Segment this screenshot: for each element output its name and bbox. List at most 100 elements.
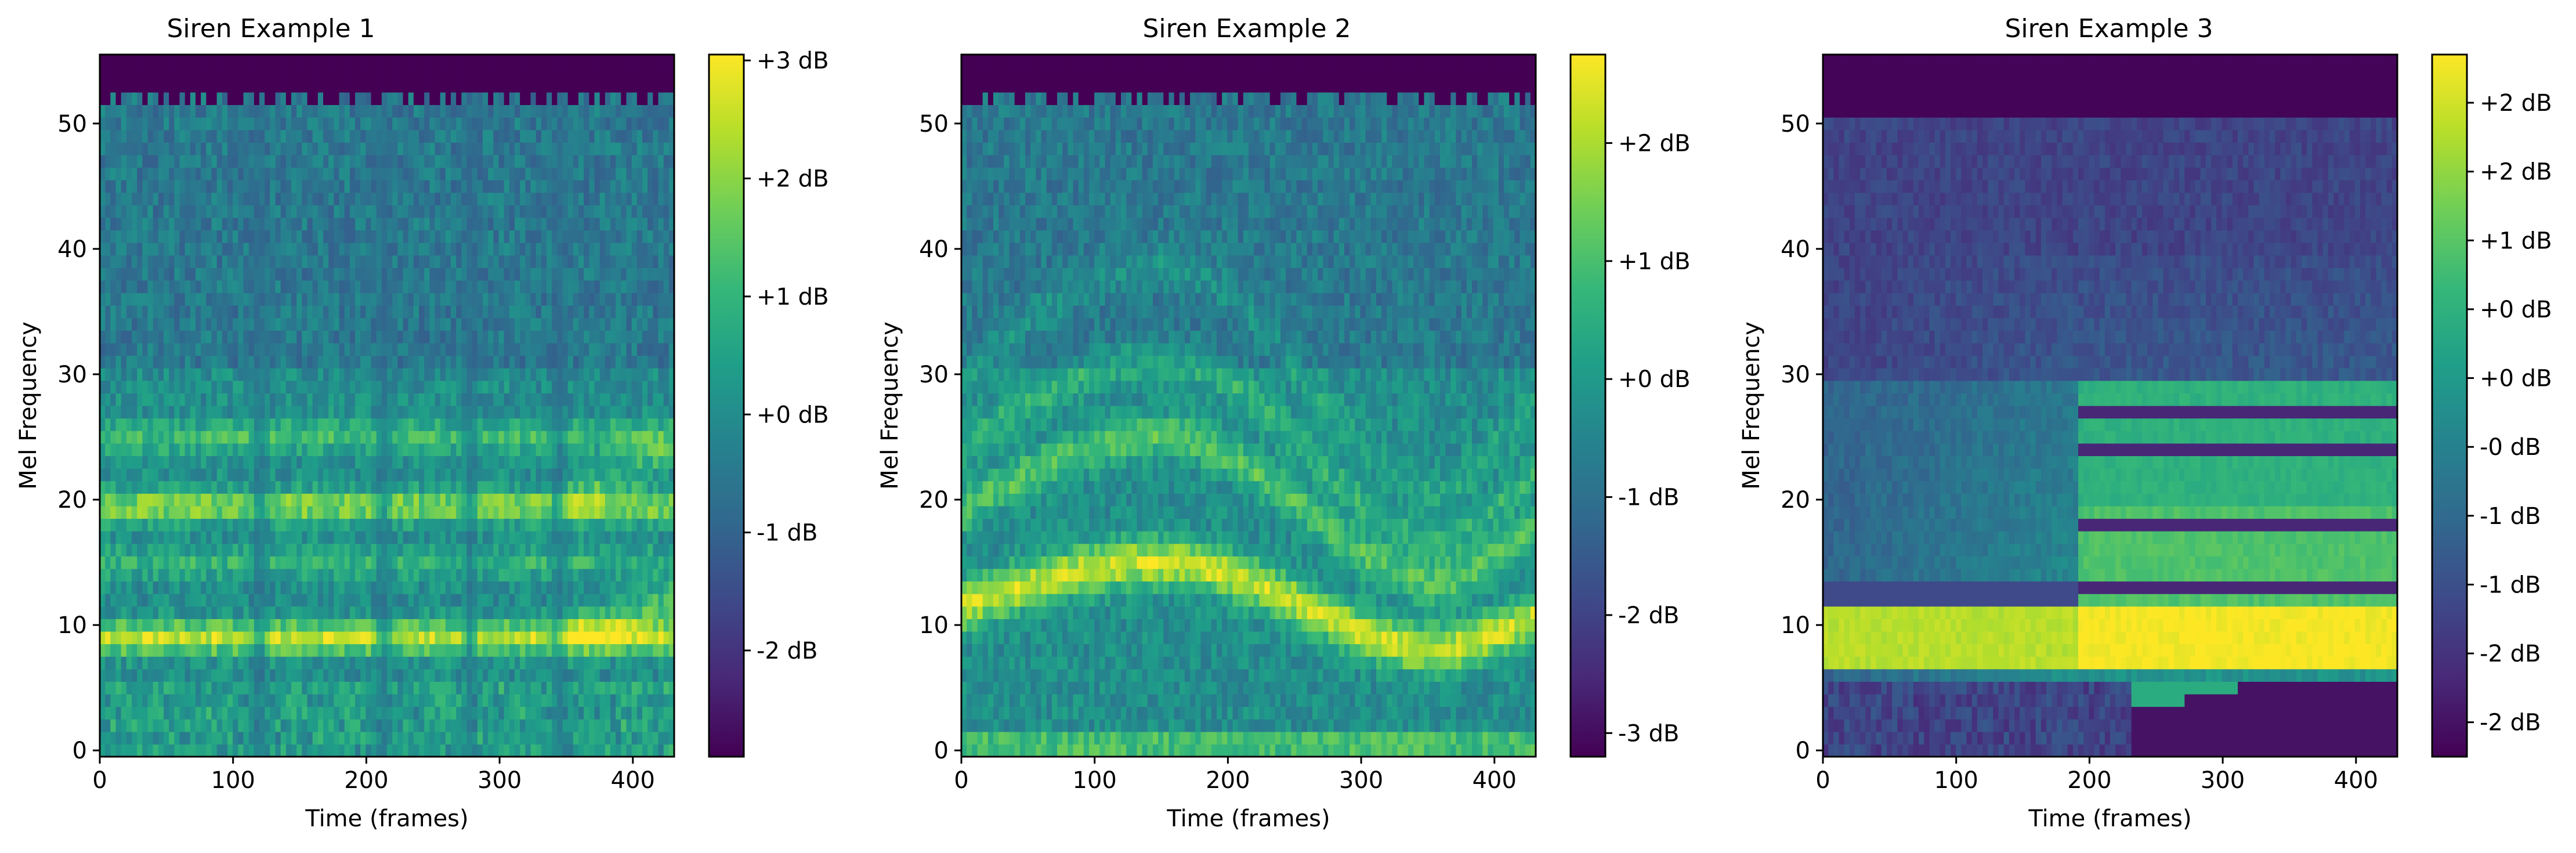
heatmap-cell [233, 681, 238, 695]
heatmap-cell [366, 305, 372, 319]
heatmap-cell [169, 393, 175, 406]
heatmap-cell [621, 355, 627, 368]
heatmap-cell [243, 230, 249, 243]
heatmap-cell [642, 292, 648, 306]
heatmap-cell [115, 418, 122, 431]
heatmap-cell [349, 518, 356, 532]
heatmap-cell [599, 731, 606, 744]
heatmap-cell [126, 243, 132, 256]
heatmap-cell [504, 480, 510, 494]
heatmap-cell [440, 456, 446, 469]
heatmap-cell [110, 292, 117, 306]
heatmap-cell [100, 543, 106, 556]
heatmap-cell [594, 619, 600, 632]
heatmap-cell [584, 668, 589, 682]
heatmap-cell [525, 693, 531, 707]
heatmap-cell [616, 456, 621, 469]
heatmap-cell [477, 443, 483, 457]
heatmap-cell [132, 631, 138, 645]
heatmap-cell [488, 543, 494, 556]
heatmap-cell [636, 631, 643, 645]
heatmap-cell [174, 719, 180, 732]
heatmap-cell [243, 255, 249, 268]
heatmap-cell [451, 681, 457, 695]
heatmap-cell [509, 644, 515, 657]
heatmap-cell [179, 418, 186, 431]
heatmap-cell [254, 205, 260, 218]
heatmap-cell [636, 443, 643, 457]
heatmap-cell [280, 368, 287, 381]
heatmap-cell [668, 280, 675, 294]
heatmap-cell [158, 255, 164, 268]
heatmap-cell [100, 456, 106, 469]
heatmap-cell [658, 305, 664, 319]
heatmap-cell [440, 581, 446, 594]
heatmap-cell [169, 217, 175, 231]
heatmap-cell [142, 268, 149, 281]
heatmap-cell [578, 443, 584, 457]
heatmap-cell [605, 330, 611, 344]
heatmap-cell [419, 317, 425, 331]
heatmap-cell [196, 619, 201, 632]
heatmap-cell [376, 217, 382, 231]
heatmap-cell [605, 719, 611, 732]
heatmap-cell [668, 443, 675, 457]
heatmap-cell [381, 192, 388, 205]
heatmap-cell [541, 706, 547, 720]
heatmap-cell [621, 543, 627, 556]
heatmap-cell [429, 406, 436, 419]
heatmap-cell [328, 355, 334, 368]
heatmap-cell [211, 355, 218, 368]
heatmap-cell [317, 418, 324, 431]
heatmap-cell [344, 594, 350, 607]
heatmap-cell [653, 568, 659, 582]
heatmap-cell [227, 606, 233, 619]
heatmap-cell [174, 568, 180, 582]
heatmap-cell [472, 243, 478, 256]
heatmap-cell [525, 292, 531, 306]
heatmap-cell [493, 731, 500, 744]
heatmap-cell [115, 606, 122, 619]
heatmap-cell [126, 719, 132, 732]
heatmap-cell [552, 606, 558, 619]
heatmap-cell [254, 518, 260, 532]
heatmap-cell [169, 268, 175, 281]
heatmap-cell [265, 731, 270, 744]
heatmap-cell [233, 731, 238, 744]
heatmap-cell [238, 280, 244, 294]
heatmap-cell [344, 744, 350, 757]
heatmap-cell [392, 568, 398, 582]
heatmap-cell [366, 668, 372, 682]
heatmap-cell [658, 543, 664, 556]
heatmap-cell [222, 230, 228, 243]
heatmap-cell [584, 731, 589, 744]
heatmap-cell [317, 656, 324, 670]
heatmap-cell [100, 167, 106, 180]
heatmap-cell [621, 205, 627, 218]
heatmap-cell [142, 606, 149, 619]
heatmap-cell [121, 280, 127, 294]
heatmap-cell [291, 731, 297, 744]
heatmap-cell [663, 192, 670, 205]
heatmap-cell [668, 418, 675, 431]
heatmap-cell [355, 305, 361, 319]
heatmap-cell [227, 594, 233, 607]
heatmap-cell [115, 518, 122, 532]
heatmap-cell [381, 368, 388, 381]
heatmap-cell [211, 493, 218, 507]
heatmap-cell [525, 631, 531, 645]
heatmap-cell [509, 180, 515, 193]
heatmap-cell [504, 531, 510, 544]
heatmap-cell [201, 393, 207, 406]
heatmap-cell [238, 631, 244, 645]
heatmap-cell [206, 418, 212, 431]
heatmap-cell [525, 393, 531, 406]
heatmap-cell [243, 431, 249, 444]
heatmap-cell [504, 355, 510, 368]
heatmap-cell [668, 656, 675, 670]
heatmap-cell [668, 631, 675, 645]
heatmap-cell [621, 581, 627, 594]
heatmap-cell [190, 280, 196, 294]
heatmap-cell [599, 594, 606, 607]
heatmap-cell [477, 606, 483, 619]
